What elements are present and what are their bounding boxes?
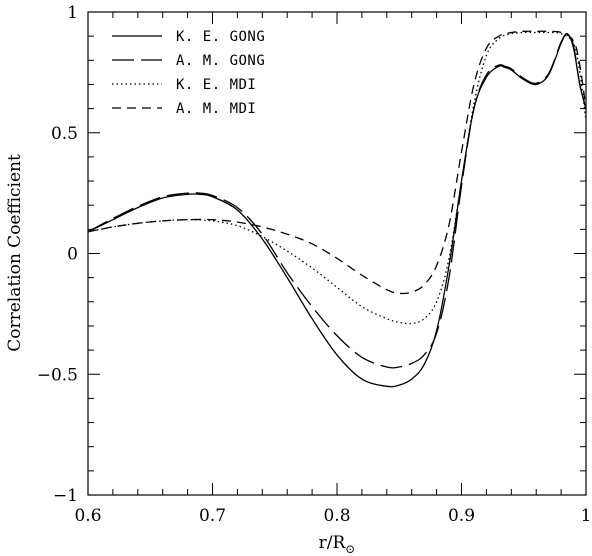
series-line-2 xyxy=(87,31,587,325)
x-axis-label: r/R⊙ xyxy=(319,533,356,556)
y-tick-label: 1 xyxy=(67,3,78,23)
legend-label-1: A. M. GONG xyxy=(176,53,265,69)
y-axis-label: Correlation Coefficient xyxy=(5,154,25,352)
x-tick-label: 0.7 xyxy=(199,506,226,526)
series-line-1 xyxy=(87,33,587,369)
plot-frame xyxy=(87,11,587,496)
series-layer xyxy=(87,30,587,388)
series-line-0 xyxy=(87,32,587,388)
y-tick-label: −1 xyxy=(53,486,78,506)
legend-label-3: A. M. MDI xyxy=(176,101,256,117)
axis-ticks: 0.6 0.7 0.8 0.9 1 1 0.5 0 −0.5 −1 xyxy=(37,3,592,526)
y-tick-label: 0 xyxy=(67,245,78,265)
x-tick-label: 1 xyxy=(581,506,592,526)
y-tick-label: 0.5 xyxy=(51,124,78,144)
y-tick-label: −0.5 xyxy=(37,365,78,385)
x-tick-label: 0.8 xyxy=(323,506,350,526)
legend: K. E. GONG A. M. GONG K. E. MDI A. M. MDI xyxy=(112,29,265,117)
x-tick-label: 0.6 xyxy=(74,506,101,526)
series-line-3 xyxy=(87,30,587,295)
legend-label-0: K. E. GONG xyxy=(176,29,265,45)
x-tick-label: 0.9 xyxy=(448,506,475,526)
legend-label-2: K. E. MDI xyxy=(176,77,256,93)
